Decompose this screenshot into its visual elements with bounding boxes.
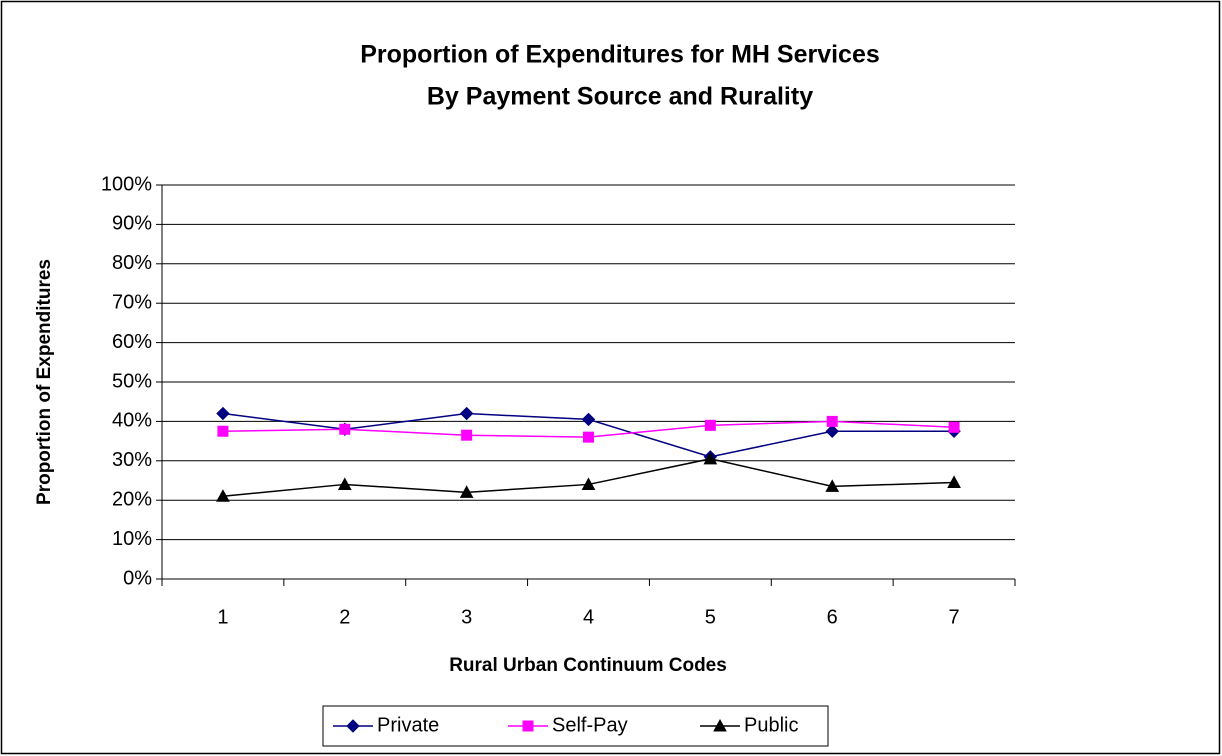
- x-tick-label: 5: [705, 606, 716, 628]
- x-tick-label: 7: [949, 606, 960, 628]
- marker: [461, 429, 473, 441]
- y-tick-label: 100%: [101, 173, 152, 195]
- marker: [217, 425, 229, 437]
- marker: [337, 477, 352, 490]
- marker: [216, 406, 230, 421]
- legend-label: Private: [377, 714, 439, 736]
- x-tick-label: 2: [339, 606, 350, 628]
- x-tick-label: 4: [583, 606, 594, 628]
- y-tick-label: 0%: [123, 567, 152, 589]
- marker: [583, 431, 594, 443]
- y-axis-title: Proportion of Expenditures: [34, 259, 55, 505]
- y-tick-label: 60%: [112, 331, 152, 353]
- marker: [346, 719, 360, 733]
- marker: [522, 720, 534, 732]
- marker: [704, 419, 716, 431]
- legend: [322, 705, 829, 747]
- y-tick-label: 80%: [112, 252, 152, 274]
- marker: [947, 475, 961, 488]
- marker: [825, 479, 840, 492]
- y-tick-label: 40%: [112, 410, 152, 432]
- marker: [459, 485, 474, 498]
- marker: [581, 477, 596, 490]
- chart-title: Proportion of Expenditures for MH Servic…: [360, 41, 880, 69]
- x-axis-title: Rural Urban Continuum Codes: [449, 655, 727, 676]
- marker: [581, 412, 596, 427]
- y-tick-label: 70%: [112, 291, 152, 313]
- marker: [825, 424, 839, 438]
- chart-title: By Payment Source and Rurality: [427, 83, 813, 111]
- y-tick-label: 20%: [112, 488, 152, 510]
- y-tick-label: 10%: [112, 528, 152, 550]
- legend-label: Self-Pay: [552, 714, 628, 736]
- marker: [713, 718, 727, 732]
- legend-label: Public: [744, 714, 798, 736]
- marker: [216, 489, 230, 502]
- y-tick-label: 50%: [112, 370, 152, 392]
- y-tick-label: 90%: [112, 213, 152, 235]
- marker: [459, 406, 474, 421]
- marker: [948, 421, 960, 433]
- marker: [703, 451, 718, 465]
- x-tick-label: 3: [461, 606, 472, 628]
- x-tick-label: 1: [217, 606, 228, 628]
- x-tick-label: 6: [827, 606, 838, 628]
- y-tick-label: 30%: [112, 449, 152, 471]
- marker: [339, 423, 351, 435]
- marker: [826, 415, 838, 427]
